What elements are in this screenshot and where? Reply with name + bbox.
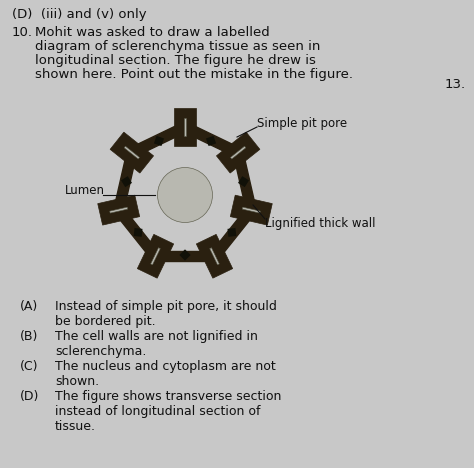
- Polygon shape: [137, 234, 173, 278]
- Text: (C): (C): [20, 360, 38, 373]
- Text: longitudinal section. The figure he drew is: longitudinal section. The figure he drew…: [35, 54, 316, 67]
- Polygon shape: [230, 146, 246, 159]
- Polygon shape: [210, 248, 219, 265]
- Text: sclerenchyma.: sclerenchyma.: [55, 345, 146, 358]
- Bar: [134, 228, 143, 237]
- Polygon shape: [242, 207, 260, 213]
- Polygon shape: [124, 146, 139, 159]
- Text: (D): (D): [20, 390, 39, 403]
- Bar: [179, 249, 191, 261]
- Text: tissue.: tissue.: [55, 420, 96, 433]
- Text: 10.: 10.: [12, 26, 33, 39]
- Ellipse shape: [157, 168, 212, 222]
- Bar: [206, 136, 216, 146]
- Bar: [154, 136, 164, 146]
- Text: (B): (B): [20, 330, 38, 343]
- Polygon shape: [155, 251, 215, 261]
- Bar: [228, 228, 237, 237]
- Text: (D)  (iii) and (v) only: (D) (iii) and (v) only: [12, 8, 146, 21]
- Text: diagram of sclerenchyma tissue as seen in: diagram of sclerenchyma tissue as seen i…: [35, 40, 320, 53]
- Text: Lignified thick wall: Lignified thick wall: [265, 217, 375, 229]
- Bar: [121, 176, 132, 187]
- Text: be bordered pit.: be bordered pit.: [55, 315, 155, 328]
- Text: (A): (A): [20, 300, 38, 313]
- Polygon shape: [151, 248, 160, 265]
- Polygon shape: [233, 152, 256, 211]
- Polygon shape: [98, 195, 140, 225]
- Polygon shape: [210, 207, 255, 259]
- Polygon shape: [183, 123, 240, 157]
- Polygon shape: [130, 123, 187, 157]
- Text: Simple pit pore: Simple pit pore: [257, 117, 347, 130]
- Text: Lumen: Lumen: [65, 183, 105, 197]
- Text: The nucleus and cytoplasm are not: The nucleus and cytoplasm are not: [55, 360, 276, 373]
- Bar: [238, 176, 249, 187]
- Text: The cell walls are not lignified in: The cell walls are not lignified in: [55, 330, 258, 343]
- Polygon shape: [109, 207, 128, 213]
- Polygon shape: [217, 132, 260, 173]
- Polygon shape: [114, 152, 137, 211]
- Polygon shape: [184, 118, 186, 136]
- Text: Mohit was asked to draw a labelled: Mohit was asked to draw a labelled: [35, 26, 270, 39]
- Polygon shape: [230, 195, 272, 225]
- Text: shown here. Point out the mistake in the figure.: shown here. Point out the mistake in the…: [35, 68, 353, 81]
- Polygon shape: [115, 207, 159, 259]
- Polygon shape: [174, 108, 196, 146]
- Polygon shape: [110, 132, 154, 173]
- Polygon shape: [196, 234, 233, 278]
- Text: Instead of simple pit pore, it should: Instead of simple pit pore, it should: [55, 300, 277, 313]
- Text: The figure shows transverse section: The figure shows transverse section: [55, 390, 282, 403]
- Text: 13.: 13.: [445, 78, 466, 91]
- Text: shown.: shown.: [55, 375, 99, 388]
- Text: instead of longitudinal section of: instead of longitudinal section of: [55, 405, 261, 418]
